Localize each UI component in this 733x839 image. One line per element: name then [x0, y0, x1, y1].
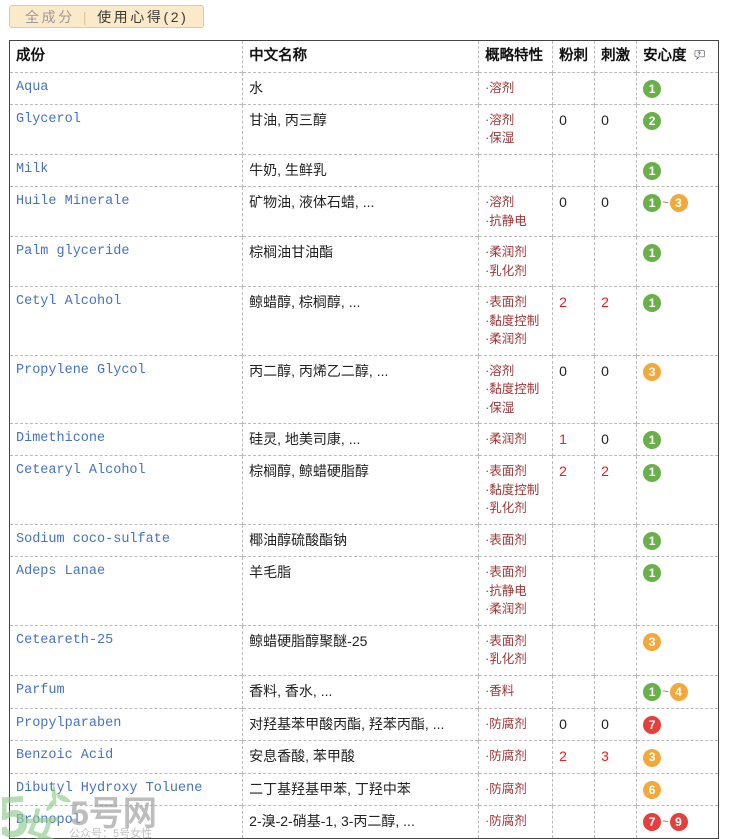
svg-text:?: ?	[697, 51, 700, 57]
svg-text:女: 女	[19, 806, 62, 839]
